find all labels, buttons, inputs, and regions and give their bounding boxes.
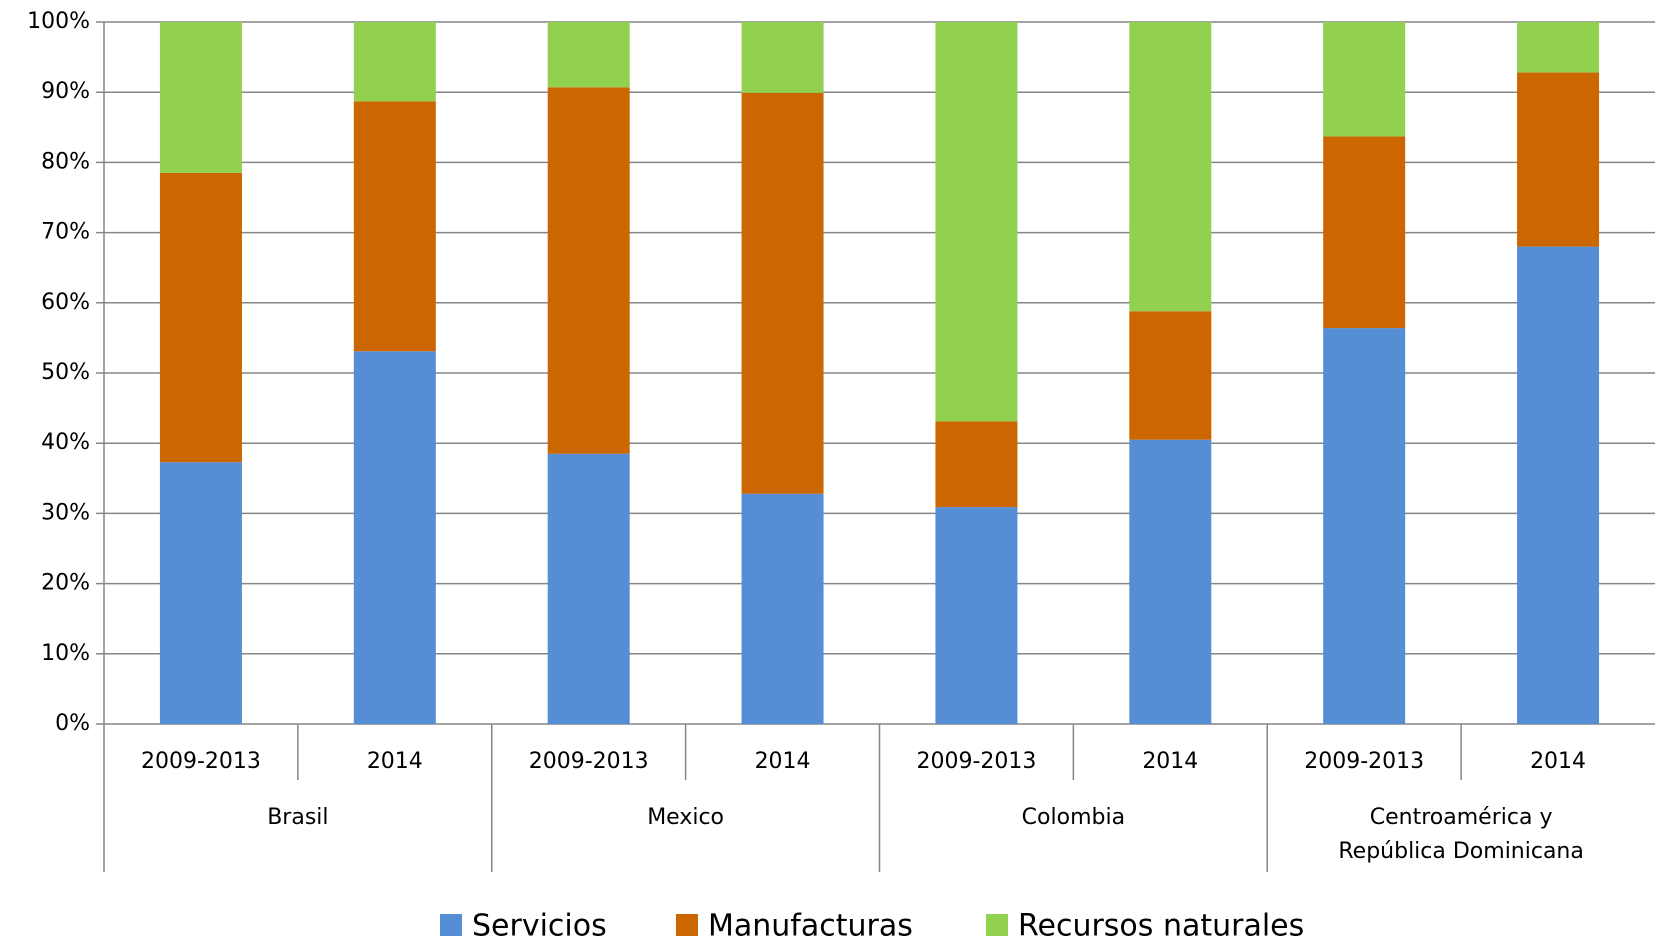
group-label: Mexico — [647, 805, 725, 830]
x-tick-label: 2014 — [1530, 749, 1586, 774]
bar-segment — [1129, 439, 1212, 724]
bar-segment — [1517, 72, 1600, 247]
bar-segment — [741, 92, 824, 494]
bar-segment — [353, 351, 436, 724]
bar-segment — [1129, 22, 1212, 312]
group-label: Brasil — [267, 805, 329, 830]
y-tick-label: 70% — [41, 220, 90, 245]
y-tick-label: 40% — [41, 430, 90, 455]
y-tick-label: 80% — [41, 149, 90, 174]
legend-label: Servicios — [472, 909, 607, 944]
y-tick-label: 0% — [55, 711, 90, 736]
bar-segment — [1517, 22, 1600, 73]
bar-segment — [935, 507, 1018, 724]
bar-segment — [1323, 328, 1406, 724]
x-tick-label: 2014 — [755, 749, 811, 774]
bar-segment — [353, 22, 436, 102]
bar-segment — [547, 22, 630, 88]
bar-segment — [1129, 311, 1212, 440]
x-tick-label: 2009-2013 — [916, 749, 1036, 774]
y-tick-label: 30% — [41, 500, 90, 525]
bar-segment — [741, 493, 824, 724]
legend-swatch — [676, 914, 698, 936]
bar-segment — [741, 22, 824, 93]
x-tick-label: 2014 — [367, 749, 423, 774]
bar-segment — [935, 22, 1018, 422]
bar-segment — [159, 172, 242, 463]
bar-segment — [1323, 136, 1406, 329]
legend-swatch — [986, 914, 1008, 936]
group-label: Centroamérica y República Dominicana — [1338, 805, 1584, 864]
bar-segment — [547, 87, 630, 454]
y-tick-label: 20% — [41, 571, 90, 596]
bar-segment — [159, 462, 242, 724]
y-tick-label: 100% — [27, 9, 90, 34]
x-tick-label: 2014 — [1142, 749, 1198, 774]
x-tick-label: 2009-2013 — [1304, 749, 1424, 774]
x-tick-label: 2009-2013 — [529, 749, 649, 774]
legend-swatch — [440, 914, 462, 936]
bar-segment — [1517, 246, 1600, 724]
bar-segment — [935, 421, 1018, 508]
legend-label: Recursos naturales — [1018, 909, 1304, 944]
bar-segment — [159, 22, 242, 173]
bar-segment — [1323, 22, 1406, 137]
x-tick-label: 2009-2013 — [141, 749, 261, 774]
y-tick-label: 10% — [41, 641, 90, 666]
y-tick-label: 90% — [41, 79, 90, 104]
legend-label: Manufacturas — [708, 909, 913, 944]
bar-segment — [353, 101, 436, 352]
y-tick-label: 50% — [41, 360, 90, 385]
y-tick-label: 60% — [41, 290, 90, 315]
bar-segment — [547, 453, 630, 724]
group-label: Colombia — [1021, 805, 1126, 830]
